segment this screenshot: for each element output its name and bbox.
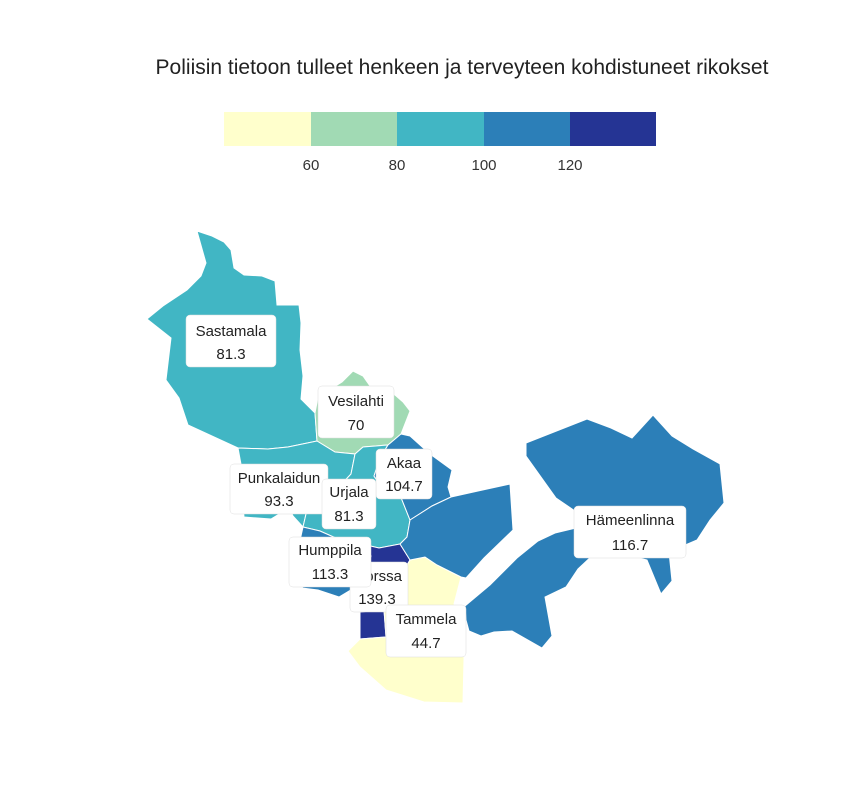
region-name: Sastamala	[196, 323, 268, 340]
region-name: Urjala	[329, 484, 369, 501]
region-name: Akaa	[387, 455, 422, 472]
legend-bin-1	[224, 112, 311, 146]
label-box	[317, 385, 395, 439]
region-value: 44.7	[411, 635, 440, 652]
label-vesilahti: Vesilahti 70	[317, 385, 395, 439]
region-value: 139.3	[358, 591, 396, 608]
label-akaa: Akaa 104.7	[375, 448, 433, 500]
region-value: 116.7	[612, 537, 648, 554]
region-value: 104.7	[385, 478, 423, 495]
legend-tick: 80	[389, 157, 406, 174]
region-name: Humppila	[298, 542, 362, 559]
label-box	[375, 448, 433, 500]
region-forssa-south[interactable]	[359, 609, 387, 640]
legend-tick: 60	[303, 157, 320, 174]
label-box	[321, 478, 377, 530]
label-box	[573, 505, 687, 559]
legend-bin-4	[484, 112, 570, 146]
label-hameenlinna: Hämeenlinna 116.7	[573, 505, 687, 559]
region-value: 113.3	[312, 566, 348, 583]
label-tammela: Tammela 44.7	[385, 604, 467, 658]
legend-bin-5	[570, 112, 656, 146]
label-punkalaidun: Punkalaidun 93.3	[229, 463, 329, 515]
label-box	[288, 536, 372, 588]
legend-bin-3	[397, 112, 484, 146]
legend-bin-2	[311, 112, 397, 146]
region-value: 70	[348, 417, 365, 434]
legend-tick: 100	[471, 157, 496, 174]
label-sastamala: Sastamala 81.3	[185, 314, 277, 368]
legend-colorbar: 60 80 100 120	[224, 112, 656, 174]
map-labels: Sastamala 81.3 Vesilahti 70 Akaa 104.7 P…	[185, 314, 687, 658]
label-box	[185, 314, 277, 368]
label-urjala: Urjala 81.3	[321, 478, 377, 530]
region-hameenlinna-west[interactable]	[399, 483, 514, 579]
region-value: 93.3	[264, 493, 293, 510]
legend-tick: 120	[557, 157, 582, 174]
region-name: Tammela	[396, 611, 458, 628]
label-box	[385, 604, 467, 658]
region-value: 81.3	[334, 508, 363, 525]
label-humppila: Humppila 113.3	[288, 536, 372, 588]
region-value: 81.3	[216, 346, 245, 363]
region-name: Hämeenlinna	[586, 512, 675, 529]
map-title: Poliisin tietoon tulleet henkeen ja terv…	[155, 56, 769, 79]
region-name: Vesilahti	[328, 393, 384, 410]
region-name: Punkalaidun	[238, 470, 321, 487]
